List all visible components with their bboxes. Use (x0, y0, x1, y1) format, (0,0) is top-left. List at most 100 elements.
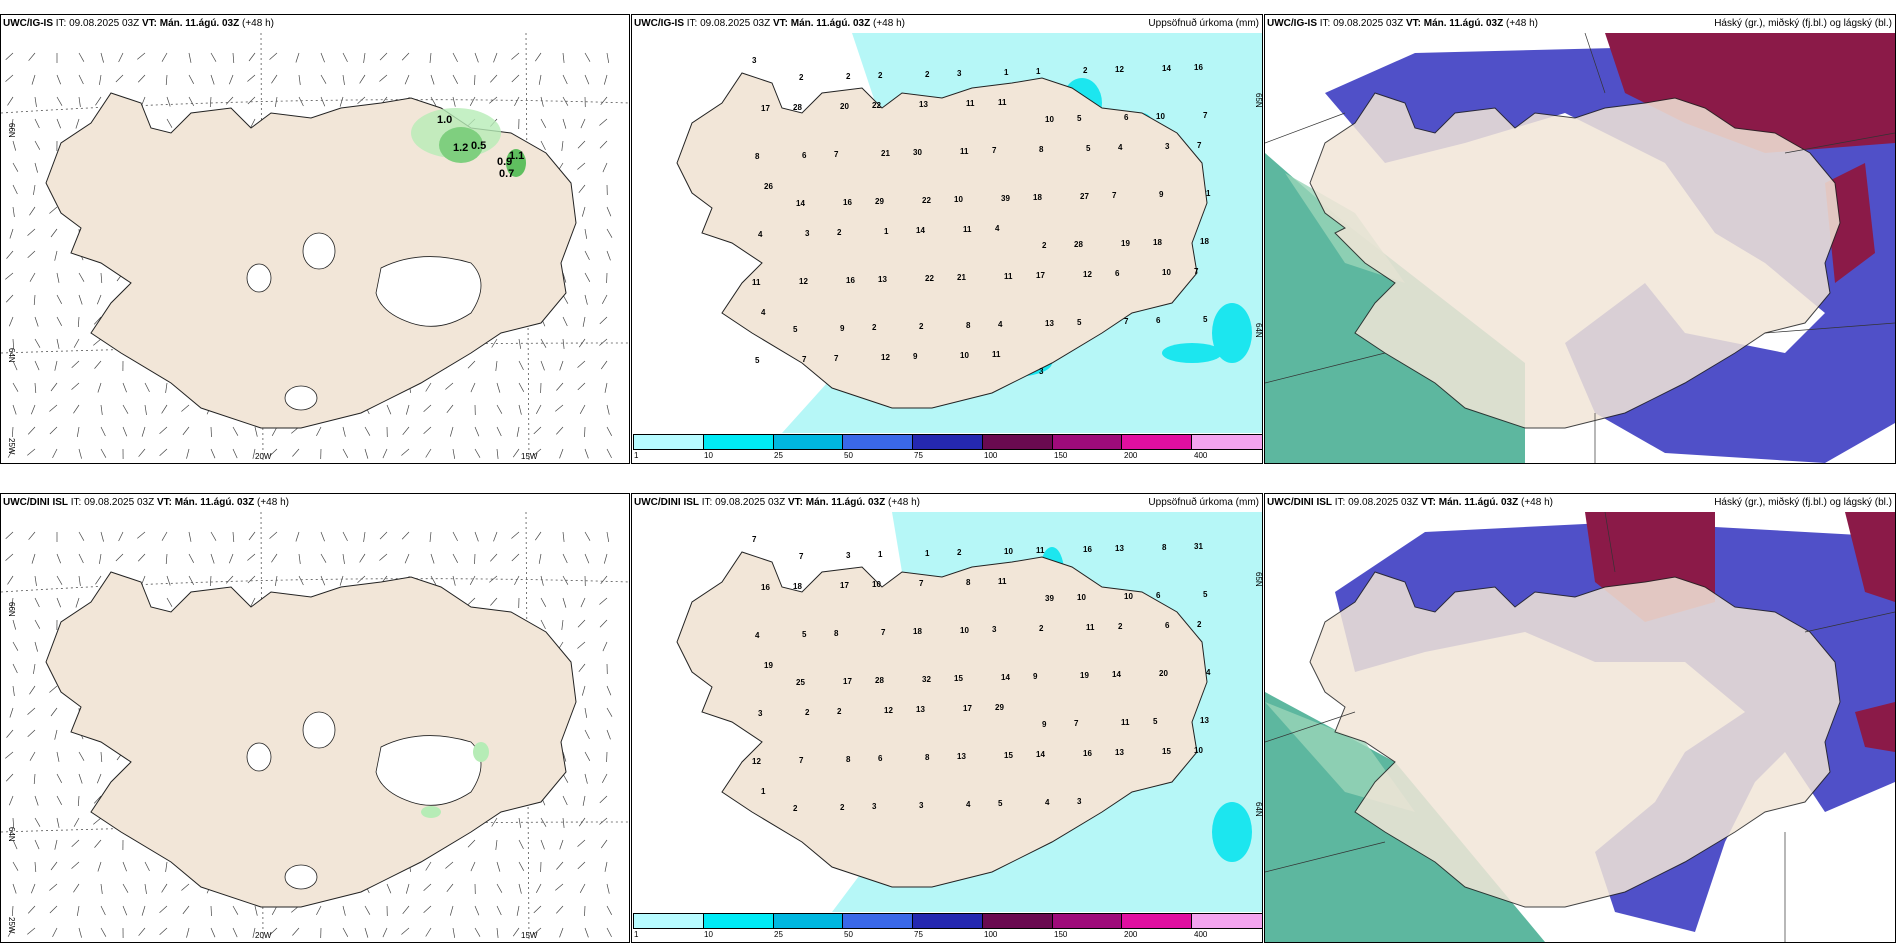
wind-barb (77, 795, 80, 807)
wind-barb (56, 96, 63, 106)
wind-barb (511, 531, 520, 539)
wind-barb (606, 228, 613, 238)
wind-barb (584, 729, 590, 740)
wind-barb (232, 927, 238, 938)
precip-value: 7 (992, 146, 997, 155)
wind-barb (248, 531, 256, 541)
wind-barb (469, 575, 476, 585)
glaciers (246, 711, 482, 890)
wind-barb (516, 905, 520, 916)
wind-barb (5, 272, 14, 280)
wind-barb (34, 839, 40, 850)
wind-barb (423, 883, 432, 891)
wind-barb (100, 448, 107, 458)
wind-barb (34, 575, 37, 586)
wind-barb (75, 597, 80, 608)
wind-barb (73, 883, 80, 893)
precip-value: 12 (884, 706, 893, 715)
wind-barb (76, 426, 80, 437)
colorbar-tick: 25 (774, 930, 783, 939)
precip-value: 2 (837, 707, 842, 716)
wind-barb (232, 448, 238, 459)
wind-barb (491, 338, 498, 348)
wind-barb (606, 52, 610, 63)
panel-header: UWC/IG-IS IT: 09.08.2025 03Z VT: Mán. 11… (3, 18, 274, 30)
precip-value: 12 (881, 353, 890, 362)
wind-barb (342, 531, 348, 542)
wind-barb (489, 575, 498, 583)
wind-barb (274, 96, 278, 107)
wind-barb (298, 96, 304, 107)
colorbar-tick: 400 (1194, 451, 1208, 460)
wind-barb (75, 118, 80, 129)
wind-barb (100, 426, 106, 437)
precip-value: 5 (802, 630, 807, 639)
wind-barb (540, 619, 546, 630)
colorbar-swatch (913, 914, 983, 928)
wind-barb (292, 448, 300, 457)
lon-label: 15W (521, 452, 538, 461)
wind-barb (78, 553, 84, 564)
wind-barb (359, 553, 366, 563)
wind-barb (320, 52, 325, 63)
wind-barb (470, 861, 476, 872)
wind-barb (606, 905, 613, 915)
wind-barb (606, 404, 610, 415)
wind-barb (604, 382, 608, 393)
precip-value: 7 (919, 579, 924, 588)
precip-value: 12 (799, 277, 808, 286)
wind-barb (339, 575, 344, 586)
init-time: IT: 09.08.2025 03Z (686, 18, 771, 29)
wind-barb (56, 272, 60, 283)
wind-barb (562, 553, 568, 564)
lead-time: (+48 h) (257, 497, 289, 508)
precip-value: 11 (1121, 718, 1130, 727)
wind-barb (579, 883, 586, 893)
precip-value: 22 (922, 196, 931, 205)
wind-barb (9, 228, 14, 239)
valid-time: Mán. 11.ágú. 03Z (1438, 497, 1519, 508)
precip-value: 4 (966, 800, 971, 809)
wind-barb (540, 96, 544, 107)
colorbar-swatches (633, 434, 1262, 450)
wind-barb (599, 140, 608, 149)
precip-value: 1 (1004, 68, 1009, 77)
lat-label: 25W (7, 438, 16, 455)
wind-barb (467, 360, 476, 369)
wind-barb (452, 575, 456, 586)
valid-time-label: VT: (141, 18, 157, 29)
wind-barb (446, 883, 454, 893)
wind-barb (425, 927, 432, 937)
colorbar-swatches (633, 913, 1262, 929)
wind-barb (100, 751, 103, 763)
precip-value: 11 (992, 350, 1001, 359)
wind-barb (27, 905, 36, 914)
wind-barb (493, 52, 498, 63)
wind-barb (489, 96, 498, 104)
wind-barb (584, 74, 590, 85)
wind-barb (579, 404, 586, 414)
wind-barb (93, 795, 102, 804)
precip-value: 6 (1156, 316, 1161, 325)
wind-barb (232, 52, 235, 64)
precip-value: 9 (1042, 720, 1047, 729)
wind-barb (78, 272, 85, 282)
valid-time-label: VT: (1405, 18, 1421, 29)
precip-value: 5 (998, 799, 1003, 808)
wind-barb (11, 118, 14, 129)
wind-barb (599, 817, 608, 825)
lat-label: 65N (1254, 572, 1262, 587)
wind-barb (210, 426, 212, 438)
colorbar-swatch (982, 914, 1053, 928)
wind-barb (562, 575, 569, 585)
wind-barb (584, 294, 588, 305)
wind-barb (49, 685, 58, 693)
precip-value: 1 (761, 787, 766, 796)
precip-value: 2 (840, 803, 845, 812)
wind-barb (159, 448, 168, 457)
colorbar-swatch (1122, 914, 1193, 928)
wind-barb (582, 316, 586, 327)
wind-barb (34, 316, 39, 327)
wind-barb (295, 52, 300, 63)
wind-barb (118, 531, 124, 542)
